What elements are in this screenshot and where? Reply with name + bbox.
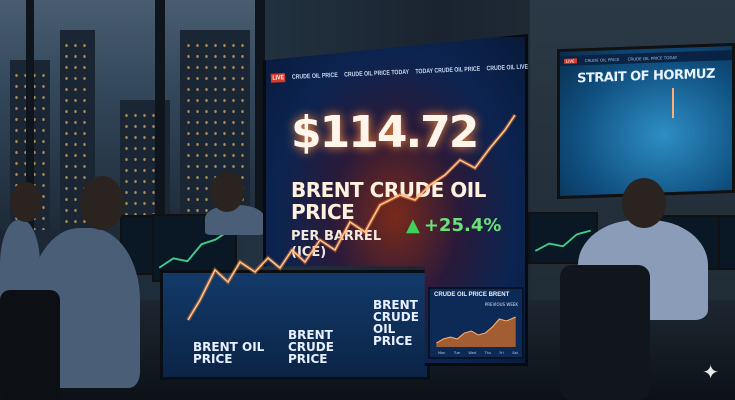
triangle-up-icon: ▲ (406, 215, 420, 236)
day-label: Thu (484, 351, 492, 355)
day-label: Wed (468, 351, 476, 355)
title-line: BRENT CRUDE OIL (291, 178, 486, 202)
day-label: Tue (453, 351, 460, 355)
ticker-item: CRUDE OIL PRICE TODAY (343, 68, 410, 79)
back-label: BRENT CRUDE PRICE (288, 328, 334, 366)
trader-head (10, 182, 42, 222)
map-marker (672, 88, 674, 119)
ticker-item: TODAY CRUDE OIL PRICE (415, 65, 481, 75)
mini-chart-plot (436, 316, 516, 347)
subtitle-line: (ICE) (291, 245, 327, 260)
mini-chart-title: CRUDE OIL PRICE BRENT (434, 292, 510, 298)
mini-chart-days: Mon Tue Wed Thu Fri Sat (438, 351, 518, 355)
desk-monitor (528, 212, 598, 264)
wall-map-screen: LIVE CRUDE OIL PRICE CRUDE OIL PRICE TOD… (557, 42, 735, 200)
ticker-item: CRUDE OIL LIVE (486, 63, 529, 72)
price-value: $114.72 (291, 107, 479, 158)
brent-back-screen: BRENT OIL PRICE BRENT CRUDE PRICE BRENT … (160, 270, 430, 380)
ticker-item: CRUDE OIL PRICE (291, 71, 338, 81)
day-label: Sat (512, 351, 518, 355)
mini-chart-subtitle: PREVIOUS WEEK (484, 302, 518, 307)
ticker-item: CRUDE OIL PRICE TODAY (627, 54, 678, 62)
mini-chart: CRUDE OIL PRICE BRENT PREVIOUS WEEK Mon … (428, 287, 524, 359)
wall-screen-ticker: LIVE CRUDE OIL PRICE CRUDE OIL PRICE TOD… (560, 49, 732, 67)
subtitle-line: PER BARREL (291, 229, 382, 244)
ticker-item: CRUDE OIL PRICE (584, 56, 620, 63)
back-label: BRENT OIL PRICE (193, 340, 265, 366)
price-change: ▲ +25.4% (406, 215, 501, 236)
day-label: Mon (438, 351, 446, 355)
live-badge: LIVE (270, 72, 286, 83)
news-ticker: LIVE CRUDE OIL PRICE CRUDE OIL PRICE TOD… (266, 56, 529, 89)
chair (0, 290, 60, 400)
back-label: BRENT CRUDE OIL PRICE (373, 298, 419, 348)
trader-head (80, 176, 124, 230)
day-label: Fri (499, 351, 504, 355)
trader-head (622, 178, 666, 228)
live-badge: LIVE (564, 57, 577, 64)
chair (560, 265, 650, 400)
map-title: STRAIT OF HORMUZ (577, 66, 715, 87)
price-subtitle: PER BARREL (ICE) (291, 229, 381, 261)
desk-monitor (718, 215, 735, 270)
trader-head (210, 172, 244, 212)
change-value: +25.4% (423, 215, 502, 236)
sparkle-icon: ✦ (702, 360, 719, 384)
